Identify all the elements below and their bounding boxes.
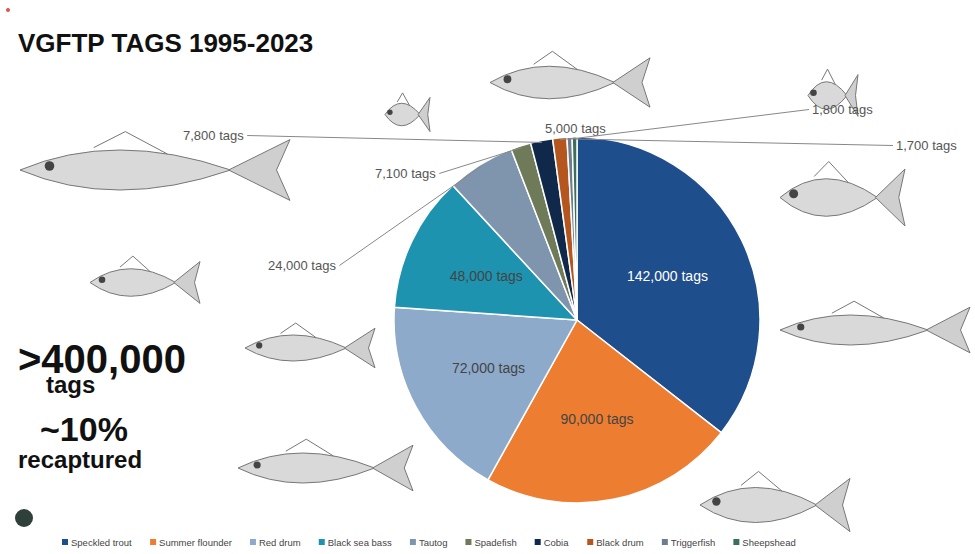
slice xyxy=(567,137,577,320)
legend-swatch xyxy=(250,539,256,545)
fish-tail xyxy=(344,328,375,368)
data-label: 7,800 tags xyxy=(183,128,244,143)
fish-eye xyxy=(254,461,261,468)
data-label: 48,000 tags xyxy=(450,268,523,284)
fish-eye xyxy=(810,89,817,96)
fish xyxy=(780,162,905,227)
legend-label: Black sea bass xyxy=(328,537,392,548)
fish-body xyxy=(490,66,615,99)
icon xyxy=(15,509,33,527)
legend-swatch xyxy=(662,539,668,545)
leader-line xyxy=(339,166,481,265)
data-label: 7,100 tags xyxy=(375,166,436,181)
leader-line xyxy=(575,139,893,145)
legend-label: Speckled trout xyxy=(71,537,132,548)
fish-fin xyxy=(397,93,409,106)
legend-label: Triggerfish xyxy=(671,537,716,548)
legend-swatch xyxy=(733,539,739,545)
fish-tail xyxy=(229,140,290,201)
fish-body xyxy=(245,335,346,361)
legend-swatch xyxy=(465,539,471,545)
fish-fin xyxy=(280,323,315,338)
fish xyxy=(20,132,290,201)
fish-eye xyxy=(256,342,262,348)
background xyxy=(0,0,975,554)
fish-tail xyxy=(926,307,970,353)
fish xyxy=(490,51,650,107)
leader-line xyxy=(247,136,542,143)
fish-tail xyxy=(373,445,414,491)
fish-eye xyxy=(45,161,55,171)
fish-tail xyxy=(174,262,200,304)
legend-swatch xyxy=(150,539,156,545)
legend-label: Cobia xyxy=(544,537,570,548)
slice xyxy=(394,307,577,480)
fish-tail xyxy=(418,97,430,131)
fish xyxy=(238,439,413,491)
legend-swatch xyxy=(587,539,593,545)
fish-fin xyxy=(534,51,578,69)
legend-swatch xyxy=(410,539,416,545)
fish-body xyxy=(780,179,878,217)
fish xyxy=(90,256,200,303)
legend-label: Tautog xyxy=(419,537,448,548)
data-label: 142,000 tags xyxy=(627,268,708,284)
fish-fin xyxy=(822,69,836,84)
fish-tail xyxy=(613,58,650,107)
fish xyxy=(245,323,375,368)
pie xyxy=(394,137,760,503)
data-label: 24,000 tags xyxy=(268,258,336,273)
fish-body xyxy=(700,488,817,523)
fish-eye xyxy=(797,323,804,330)
fish-fin xyxy=(286,439,334,456)
title: VGFTP TAGS 1995-2023 xyxy=(18,28,313,58)
fish xyxy=(700,471,850,531)
fish-eye xyxy=(99,276,106,283)
data-label: 72,000 tags xyxy=(452,360,525,376)
legend-label: Black drum xyxy=(596,537,644,548)
fish-eye xyxy=(504,75,512,83)
annotation: tags xyxy=(46,371,95,398)
fish xyxy=(385,93,430,132)
fish-illustrations xyxy=(20,51,970,531)
legend-swatch xyxy=(535,539,541,545)
fish-body xyxy=(385,103,420,126)
chart: VGFTP TAGS 1995-2023 >400,000tags ~10%reca… xyxy=(0,0,975,554)
fish-fin xyxy=(814,162,848,183)
data-label: 90,000 tags xyxy=(560,411,633,427)
fish-eye xyxy=(712,497,720,505)
fish-tail xyxy=(876,169,906,226)
data-label: 1,700 tags xyxy=(896,138,957,153)
fish-fin xyxy=(741,471,782,491)
data-label: 1,800 tags xyxy=(812,102,873,117)
fish-tail xyxy=(815,478,850,531)
fish-body xyxy=(780,315,928,345)
legend-swatch xyxy=(62,539,68,545)
fish-fin xyxy=(94,132,168,154)
fish xyxy=(780,301,970,353)
legend: Speckled trout Summer flounder Red drum Bla… xyxy=(62,537,796,548)
fish-body xyxy=(238,453,375,483)
legend-label: Spadefish xyxy=(474,537,516,548)
slice xyxy=(572,137,577,320)
slice xyxy=(553,137,577,320)
leader-line xyxy=(439,148,521,174)
fish-body xyxy=(90,269,176,297)
fish-fin xyxy=(832,301,884,318)
dot xyxy=(6,8,10,12)
annotation: recaptured xyxy=(18,446,142,473)
legend-label: Summer flounder xyxy=(159,537,232,548)
fish-eye xyxy=(789,189,798,198)
leader-line xyxy=(570,110,809,140)
legend-label: Sheepshead xyxy=(742,537,795,548)
fish-body xyxy=(20,150,231,190)
legend-label: Red drum xyxy=(259,537,301,548)
data-labels: 142,000 tags 90,000 tags 72,000 tags 48,000… xyxy=(183,102,957,427)
annotation: >400,000 xyxy=(18,337,186,381)
data-label: 5,000 tags xyxy=(545,121,606,136)
fish-eye xyxy=(387,110,392,115)
annotation: ~10% xyxy=(40,410,128,448)
fish-fin xyxy=(120,256,150,271)
legend-swatch xyxy=(319,539,325,545)
